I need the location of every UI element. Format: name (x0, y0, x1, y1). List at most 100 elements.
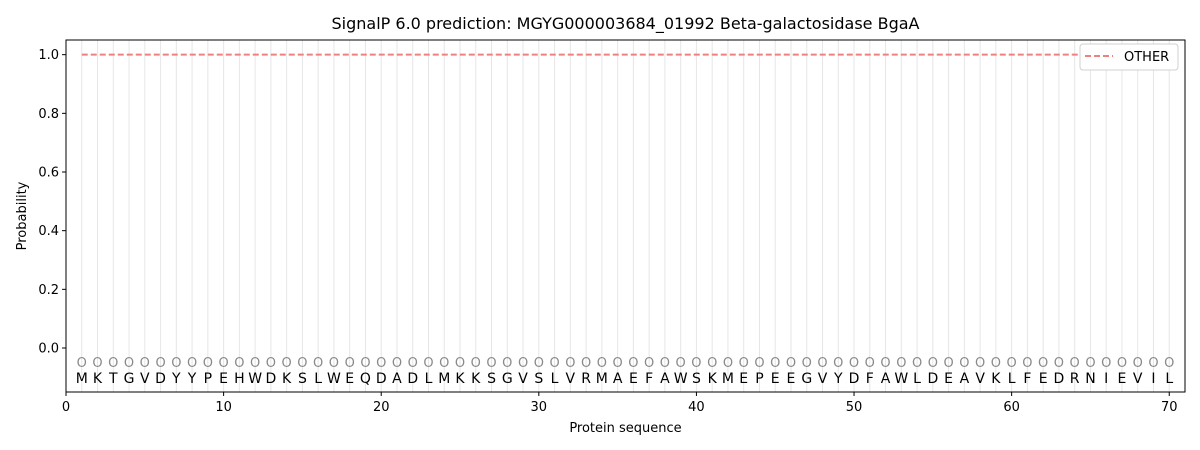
region-marker: O (549, 356, 559, 371)
residue-label: W (248, 371, 262, 387)
residue-label: P (755, 371, 763, 387)
y-tick-label: 0.4 (38, 224, 59, 239)
region-marker: O (124, 356, 134, 371)
region-marker: O (439, 356, 449, 371)
residue-label: P (204, 371, 212, 387)
y-tick-label: 0.2 (38, 283, 59, 298)
residue-label: V (566, 371, 576, 387)
region-marker: O (171, 356, 181, 371)
region-marker: O (266, 356, 276, 371)
x-tick-label: 60 (1003, 400, 1020, 415)
residue-label: V (975, 371, 985, 387)
residue-label: E (629, 371, 638, 387)
chart-title: SignalP 6.0 prediction: MGYG000003684_01… (332, 14, 920, 34)
residue-label: E (1039, 371, 1048, 387)
region-marker: O (155, 356, 165, 371)
region-marker: O (297, 356, 307, 371)
region-marker: O (360, 356, 370, 371)
region-marker: O (676, 356, 686, 371)
region-marker: O (912, 356, 922, 371)
region-marker: O (1101, 356, 1111, 371)
residue-label: W (327, 371, 341, 387)
region-marker: O (471, 356, 481, 371)
y-tick-label: 0.6 (38, 166, 59, 181)
grid-lines (81, 40, 1170, 392)
residue-label: Y (187, 371, 197, 387)
residue-label: L (913, 371, 921, 387)
region-marker: O (975, 356, 985, 371)
x-axis-ticks: 0 10 20 30 40 50 60 70 (62, 392, 1178, 415)
x-tick-label: 10 (215, 400, 232, 415)
region-marker: O (865, 356, 875, 371)
residue-label: L (1165, 371, 1173, 387)
residue-label: N (1085, 371, 1095, 387)
residue-label: D (155, 371, 166, 387)
x-tick-label: 70 (1161, 400, 1178, 415)
region-marker: O (880, 356, 890, 371)
region-marker: O (660, 356, 670, 371)
residue-label: Y (171, 371, 181, 387)
residue-label: L (314, 371, 322, 387)
residue-label: R (581, 371, 591, 387)
y-axis-ticks: 0.0 0.2 0.4 0.6 0.8 1.0 (38, 48, 66, 357)
residue-label: A (392, 371, 402, 387)
region-marker: O (1038, 356, 1048, 371)
residue-label: K (991, 371, 1001, 387)
region-marker: O (1117, 356, 1127, 371)
residue-label: M (76, 371, 88, 387)
region-marker: O (1070, 356, 1080, 371)
region-marker: O (392, 356, 402, 371)
region-marker: O (739, 356, 749, 371)
region-marker: O (376, 356, 386, 371)
region-marker: O (455, 356, 465, 371)
residue-label: G (124, 371, 135, 387)
region-marker: O (707, 356, 717, 371)
residue-label: G (502, 371, 513, 387)
region-marker: O (597, 356, 607, 371)
residue-label: L (1008, 371, 1016, 387)
residue-label: F (866, 371, 874, 387)
residue-label: I (1151, 371, 1155, 387)
residue-label: S (692, 371, 701, 387)
residue-label: E (944, 371, 953, 387)
region-marker: O (628, 356, 638, 371)
region-marker: O (1022, 356, 1032, 371)
region-marker: O (1164, 356, 1174, 371)
region-marker: O (849, 356, 859, 371)
residue-label: D (376, 371, 387, 387)
residue-label: A (660, 371, 670, 387)
region-marker: O (234, 356, 244, 371)
region-marker: O (1054, 356, 1064, 371)
residue-label: E (1118, 371, 1127, 387)
residue-label: A (613, 371, 623, 387)
residue-label: S (487, 371, 496, 387)
residue-label: D (1054, 371, 1065, 387)
region-marker: O (644, 356, 654, 371)
legend-box (1079, 43, 1179, 71)
residue-label: V (140, 371, 150, 387)
residue-label: K (93, 371, 103, 387)
residue-label: D (265, 371, 276, 387)
x-tick-label: 40 (688, 400, 705, 415)
region-marker: O (108, 356, 118, 371)
region-marker: O (991, 356, 1001, 371)
residue-label: M (438, 371, 450, 387)
residue-label: I (1104, 371, 1108, 387)
region-marker: O (329, 356, 339, 371)
residue-label: E (787, 371, 796, 387)
x-tick-label: 30 (531, 400, 548, 415)
region-marker: O (691, 356, 701, 371)
region-marker: O (943, 356, 953, 371)
region-marker: O (1148, 356, 1158, 371)
residue-label: D (927, 371, 938, 387)
y-axis-label: Probability (15, 181, 30, 250)
region-marker: O (1007, 356, 1017, 371)
region-marker: O (313, 356, 323, 371)
x-tick-label: 20 (373, 400, 390, 415)
region-marker: O (1085, 356, 1095, 371)
residue-label: A (960, 371, 970, 387)
legend-label-other: OTHER (1124, 50, 1169, 65)
